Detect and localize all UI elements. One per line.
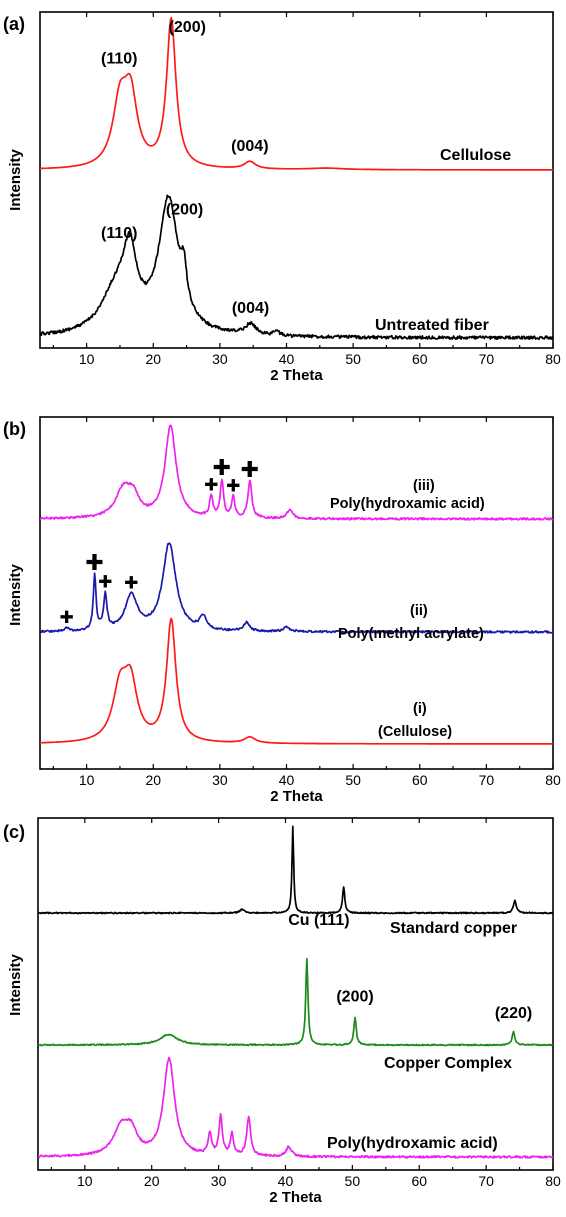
x-tick-label: 30 [212,351,228,367]
plus-marker: ✚ [60,608,74,627]
x-tick-label: 60 [412,772,428,788]
panel-label: (c) [3,822,25,842]
series-line [39,617,554,745]
x-tick-label: 30 [212,772,228,788]
x-tick-label: 60 [411,1173,427,1189]
plus-marker: ✚ [226,476,240,495]
series-line [37,957,554,1047]
plot-frame [39,416,554,770]
x-tick-label: 80 [545,1173,561,1189]
y-axis-label: Intensity [7,149,24,211]
plus-marker: ✚ [85,550,103,575]
series-label: Untreated fiber [375,317,489,334]
x-tick-label: 40 [279,772,295,788]
series-line [39,424,554,521]
series-line [37,825,554,915]
panel-b: 10 20 30 40 50 60 70 80 2 Theta Intensity (b) (iii)… [3,416,561,805]
peak-annotation: (200) [166,202,203,219]
peak-annotation: (220) [495,1005,532,1022]
panel-label: (a) [3,14,25,34]
series-label: Cellulose [440,147,511,164]
x-tick-label: 70 [479,772,495,788]
peak-annotation: (004) [232,300,269,317]
plus-marker: ✚ [204,475,218,494]
series-line [37,1056,554,1159]
series-line [39,194,554,341]
series-line [39,16,554,171]
panel-c: 10 20 30 40 50 60 70 80 2 Theta Intensity (c) Stand… [3,817,561,1206]
peak-annotation: (110) [101,51,137,68]
x-tick-label: 80 [545,351,561,367]
x-tick-label: 20 [144,1173,160,1189]
x-tick-label: 10 [79,351,95,367]
peak-annotation: Cu (111) [288,912,349,929]
x-axis-label: 2 Theta [270,367,323,384]
series-label: (Cellulose) [378,724,452,740]
x-tick-label: 80 [545,772,561,788]
peak-annotation: (110) [101,225,137,242]
x-tick-label: 70 [478,1173,494,1189]
x-tick-label: 70 [479,351,495,367]
series-line [39,542,554,634]
series-label: (i) [413,701,427,717]
x-tick-label: 30 [211,1173,227,1189]
peak-annotation: (004) [231,138,268,155]
y-axis-label: Intensity [7,954,24,1016]
panel-a: 10 20 30 40 50 60 70 80 2 Theta Intensity (a) Cellu… [3,11,561,384]
peak-annotation: (200) [169,19,206,36]
y-axis-label: Intensity [7,564,24,626]
plus-marker: ✚ [241,457,259,482]
x-tick-label: 40 [278,1173,294,1189]
x-tick-label: 50 [345,1173,361,1189]
x-tick-label: 20 [145,351,161,367]
series-label: Standard copper [390,920,517,937]
x-tick-label: 10 [77,1173,93,1189]
series-label: (iii) [413,478,435,494]
x-tick-label: 20 [145,772,161,788]
x-tick-label: 40 [279,351,295,367]
series-label: Copper Complex [384,1055,512,1072]
x-tick-label: 10 [79,772,95,788]
peak-annotation: (200) [336,988,373,1005]
x-tick-label: 50 [345,772,361,788]
x-axis-label: 2 Theta [269,1189,322,1206]
plot-frame [37,817,554,1171]
x-axis-label: 2 Theta [270,788,323,805]
plus-marker: ✚ [98,573,112,592]
plus-marker: ✚ [213,455,231,480]
series-label: (ii) [410,603,428,619]
series-label: Poly(hydroxamic acid) [330,496,485,512]
series-label: Poly(methyl acrylate) [338,626,484,642]
series-label: Poly(hydroxamic acid) [327,1135,498,1152]
x-tick-label: 60 [412,351,428,367]
panel-label: (b) [3,419,26,439]
plot-frame [39,11,554,349]
plus-marker: ✚ [124,574,138,593]
x-tick-label: 50 [345,351,361,367]
